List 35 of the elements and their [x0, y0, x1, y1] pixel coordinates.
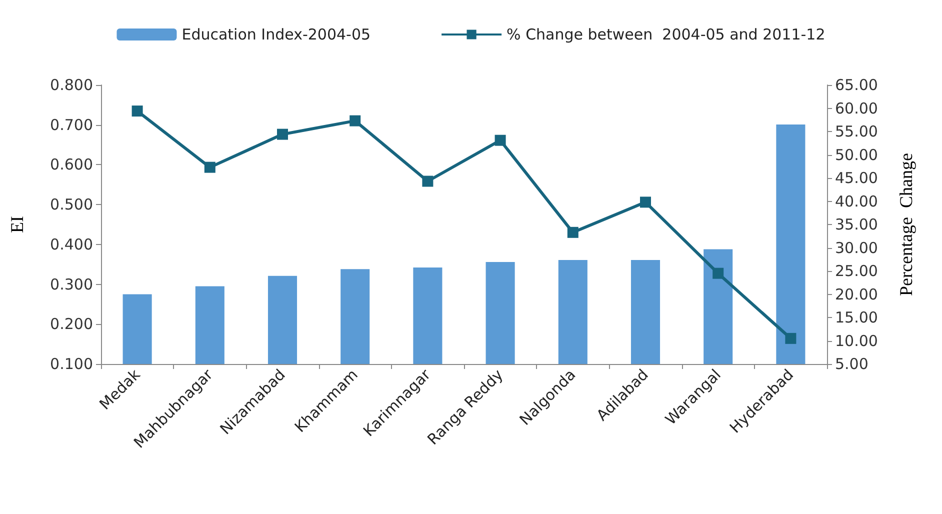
y-tick-label: 0.600	[50, 156, 93, 174]
y-tick-label: 0.100	[50, 355, 93, 373]
y2-tick-label: 45.00	[835, 169, 878, 187]
y-tick-label: 0.800	[50, 76, 93, 94]
point	[132, 106, 143, 117]
point	[422, 176, 434, 187]
y2-tick-label: 5.00	[835, 355, 868, 373]
y-tick-label: 0.400	[50, 235, 93, 254]
y2-tick-label: 55.00	[835, 122, 878, 140]
legend-label: Education Index-2004-05	[182, 26, 371, 44]
y2-tick-label: 60.00	[835, 99, 878, 118]
y2-tick-label: 35.00	[835, 216, 878, 234]
y2-tick-label: 65.00	[835, 76, 878, 94]
point	[204, 162, 216, 173]
y2-tick-label: 25.00	[835, 262, 878, 280]
y-tick-label: 0.300	[50, 275, 93, 294]
y2-tick-label: 20.00	[835, 285, 878, 304]
y-tick-label: 0.200	[50, 315, 93, 334]
point	[494, 134, 506, 146]
y-axis-title: EI	[7, 216, 27, 233]
y2-axis-title: Percentage Change	[896, 153, 916, 296]
point	[567, 226, 578, 238]
y2-tick-label: 50.00	[835, 146, 878, 164]
y-tick-label: 0.500	[50, 196, 93, 214]
y2-tick-label: 10.00	[835, 332, 878, 350]
y2-tick-label: 40.00	[835, 192, 878, 210]
point	[640, 196, 651, 208]
point	[785, 332, 796, 344]
y-tick-label: 0.700	[50, 116, 93, 134]
legend-label: % Change between 2004-05 and 2011-12	[506, 26, 826, 44]
point	[277, 128, 288, 140]
y2-tick-label: 15.00	[835, 308, 878, 326]
point	[350, 115, 361, 126]
y2-tick-label: 30.00	[835, 238, 878, 257]
point	[712, 268, 724, 279]
